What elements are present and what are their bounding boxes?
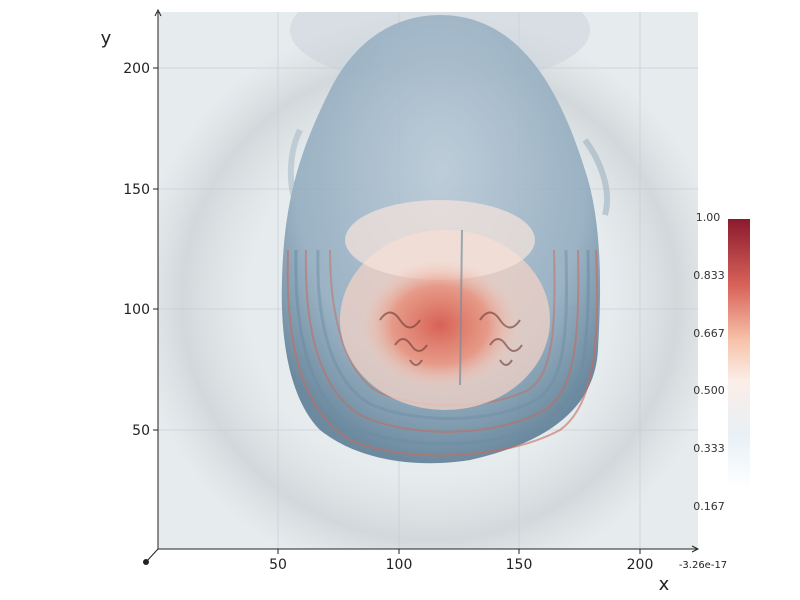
y-tick-label: 100 [123, 302, 150, 318]
right-appendage [582, 138, 611, 216]
y-axis-arrow [154, 8, 162, 17]
brain-texture [379, 311, 523, 366]
y-tick-labels: 200 150 100 50 [123, 61, 150, 439]
brain-midline [459, 229, 463, 386]
x-axis-title: x [659, 574, 670, 595]
x-tick-labels: 50 100 150 200 [269, 557, 653, 573]
x-tick-label: 50 [269, 557, 287, 573]
colorbar-tick-label: 1.00 [696, 211, 721, 224]
y-tick-label: 200 [123, 61, 150, 77]
tick-marks [153, 67, 641, 554]
y-tick-label: 150 [123, 182, 150, 198]
colorbar-tick-label: 0.500 [693, 384, 725, 397]
colorbar [728, 219, 750, 489]
colorbar-tick-label: 0.833 [693, 269, 725, 282]
x-end-label: -3.26e-17 [679, 560, 727, 571]
x-tick-label: 100 [386, 557, 413, 573]
y-axis-title: y [101, 28, 112, 49]
contour-bands [286, 249, 599, 457]
origin-dot [143, 559, 149, 565]
brain-upper [345, 200, 535, 280]
left-appendage [287, 128, 303, 201]
y-tick-label: 50 [132, 423, 150, 439]
x-axis-arrow [691, 545, 700, 553]
colorbar-tick-label: 0.667 [693, 327, 725, 340]
colorbar-tick-label: 0.333 [693, 442, 725, 455]
x-tick-label: 200 [627, 557, 654, 573]
axes [145, 8, 700, 563]
x-tick-label: 150 [506, 557, 533, 573]
colorbar-tick-label: 0.167 [693, 500, 725, 513]
brain-core [360, 260, 520, 390]
colorbar-ticks: 1.00 0.833 0.667 0.500 0.333 0.167 [693, 211, 725, 513]
